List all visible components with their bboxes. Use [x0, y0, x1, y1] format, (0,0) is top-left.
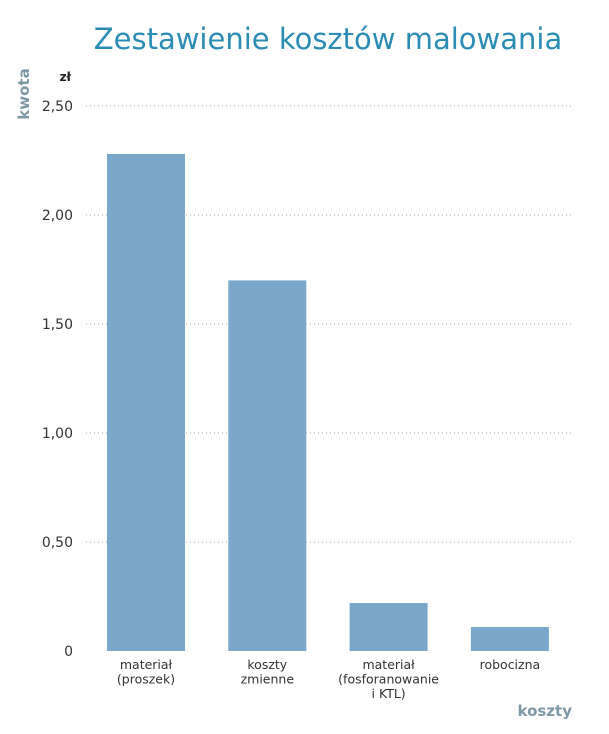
y-tick-label: 1,00	[42, 426, 73, 442]
bar	[349, 603, 428, 651]
y-tick-label: 0,50	[42, 535, 73, 551]
x-category-label: robocizna	[480, 657, 541, 672]
x-category-label: materiał (proszek)	[117, 657, 175, 687]
category-labels: materiał (proszek) koszty zmienne materiał (f…	[117, 657, 540, 701]
bars	[107, 153, 549, 651]
y-tick-labels: 0 0,50 1,00 1,50 2,00 2,50	[42, 99, 73, 660]
x-axis-title: koszty	[518, 702, 573, 720]
bar	[470, 627, 549, 651]
bar	[107, 153, 185, 651]
y-tick-label: 0	[64, 644, 73, 660]
x-category-label: materiał (fosforanowanie i KTL)	[338, 657, 439, 701]
y-tick-label: 2,50	[42, 99, 73, 115]
y-tick-label: 2,00	[42, 208, 73, 224]
x-category-label: koszty zmienne	[241, 657, 295, 687]
chart-title: Zestawienie kosztów malowania	[94, 22, 562, 56]
unit-label: zł	[60, 70, 72, 84]
y-tick-label: 1,50	[42, 317, 73, 333]
bar	[228, 280, 307, 651]
y-axis-title: kwota	[15, 68, 33, 119]
